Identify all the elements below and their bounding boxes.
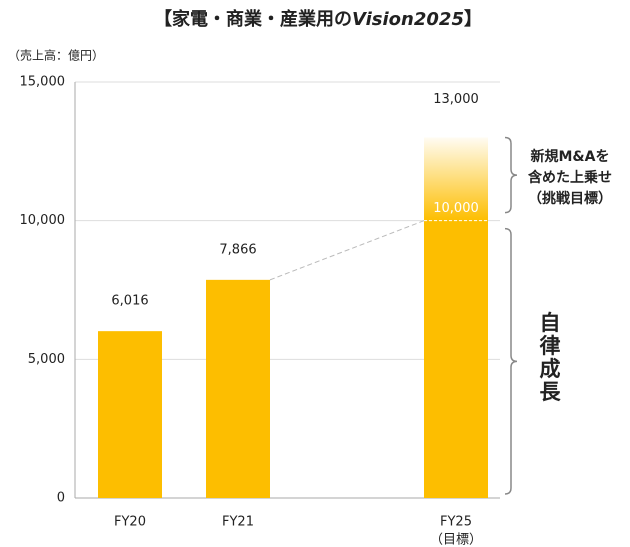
bar-organic <box>424 220 488 498</box>
x-tick-label: FY25 <box>440 515 472 530</box>
brace <box>504 227 518 495</box>
title-part: 】 <box>464 9 482 30</box>
value-label: 13,000 <box>433 92 479 107</box>
title-part: 【家電・商業・産業用の <box>154 8 352 30</box>
stretch-note: （挑戦目標） <box>528 190 612 207</box>
trend-line <box>269 220 425 281</box>
bar-stretch <box>424 137 488 221</box>
value-label: 6,016 <box>111 294 148 309</box>
organic-note: 自律成長 <box>537 311 561 404</box>
bar <box>98 331 162 498</box>
x-tick-label: FY21 <box>222 515 254 530</box>
y-axis-label: （売上高：億円） <box>8 48 104 63</box>
y-tick-label: 5,000 <box>28 352 65 367</box>
y-tick-label: 15,000 <box>20 75 66 90</box>
y-tick-label: 10,000 <box>20 213 66 228</box>
value-label: 7,866 <box>219 242 256 257</box>
bar <box>206 279 270 498</box>
x-tick-note: （目標） <box>430 533 482 547</box>
stretch-note: 新規M&Aを <box>531 148 610 165</box>
brace <box>504 136 518 214</box>
chart-title: 【家電・商業・産業用のVision2025】 <box>154 8 482 30</box>
target-label: 10,000 <box>433 201 479 216</box>
stretch-note: 含めた上乗せ <box>528 169 612 186</box>
title-part: Vision2025 <box>352 9 464 30</box>
x-tick-label: FY20 <box>114 515 146 530</box>
y-tick-label: 0 <box>57 491 65 506</box>
